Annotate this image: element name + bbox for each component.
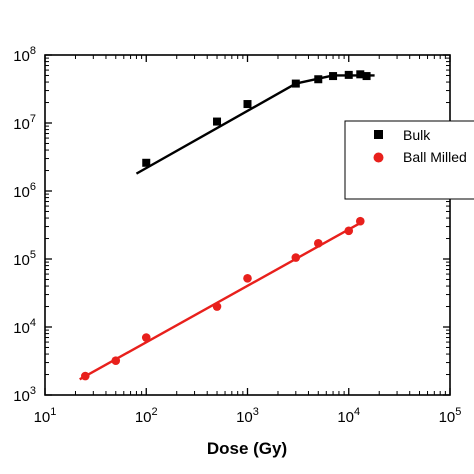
legend: Bulk Ball Milled [344, 120, 474, 200]
y-axis-ticks: 103 104 105 106 107 108 [13, 45, 450, 405]
x-tick-label: 102 [135, 406, 158, 426]
fit-line-bulk [135, 74, 375, 175]
data-point-bulk [291, 79, 300, 88]
data-point-ball-milled [141, 333, 151, 342]
fit-lines [79, 74, 375, 381]
data-point-ball-milled [344, 226, 354, 236]
data-points [80, 70, 371, 381]
data-point-bulk [213, 117, 222, 126]
data-point-ball-milled [291, 253, 301, 262]
legend-box [344, 120, 474, 200]
x-tick-label: 101 [34, 406, 57, 426]
data-point-bulk [314, 75, 323, 84]
legend-marker-bulk [374, 130, 383, 139]
data-point-bulk [344, 70, 353, 79]
x-tick-label: 104 [337, 406, 360, 426]
data-point-ball-milled [111, 356, 121, 365]
x-axis-label: Dose (Gy) [207, 439, 287, 458]
data-point-ball-milled [243, 274, 252, 283]
y-tick-label: 108 [13, 45, 36, 65]
y-tick-label: 105 [13, 249, 36, 269]
data-point-ball-milled [313, 239, 323, 248]
data-point-bulk [243, 100, 252, 109]
legend-label-ball-milled: Ball Milled [403, 149, 467, 165]
data-point-bulk [142, 158, 151, 167]
y-tick-label: 103 [13, 385, 36, 405]
fit-line-ball-milled [79, 220, 365, 381]
y-tick-label: 106 [13, 181, 36, 201]
plot-frame [44, 54, 451, 396]
data-point-bulk [356, 70, 365, 79]
data-point-ball-milled [355, 216, 365, 226]
x-tick-label: 105 [439, 406, 462, 426]
y-tick-label: 107 [13, 113, 36, 133]
legend-label-bulk: Bulk [403, 127, 431, 143]
data-point-ball-milled [80, 371, 90, 381]
legend-marker-ball-milled [373, 152, 384, 163]
y-tick-label: 104 [13, 317, 36, 337]
data-point-ball-milled [212, 302, 222, 311]
data-point-bulk [362, 72, 371, 81]
x-tick-label: 103 [236, 406, 259, 426]
data-point-bulk [329, 72, 338, 81]
